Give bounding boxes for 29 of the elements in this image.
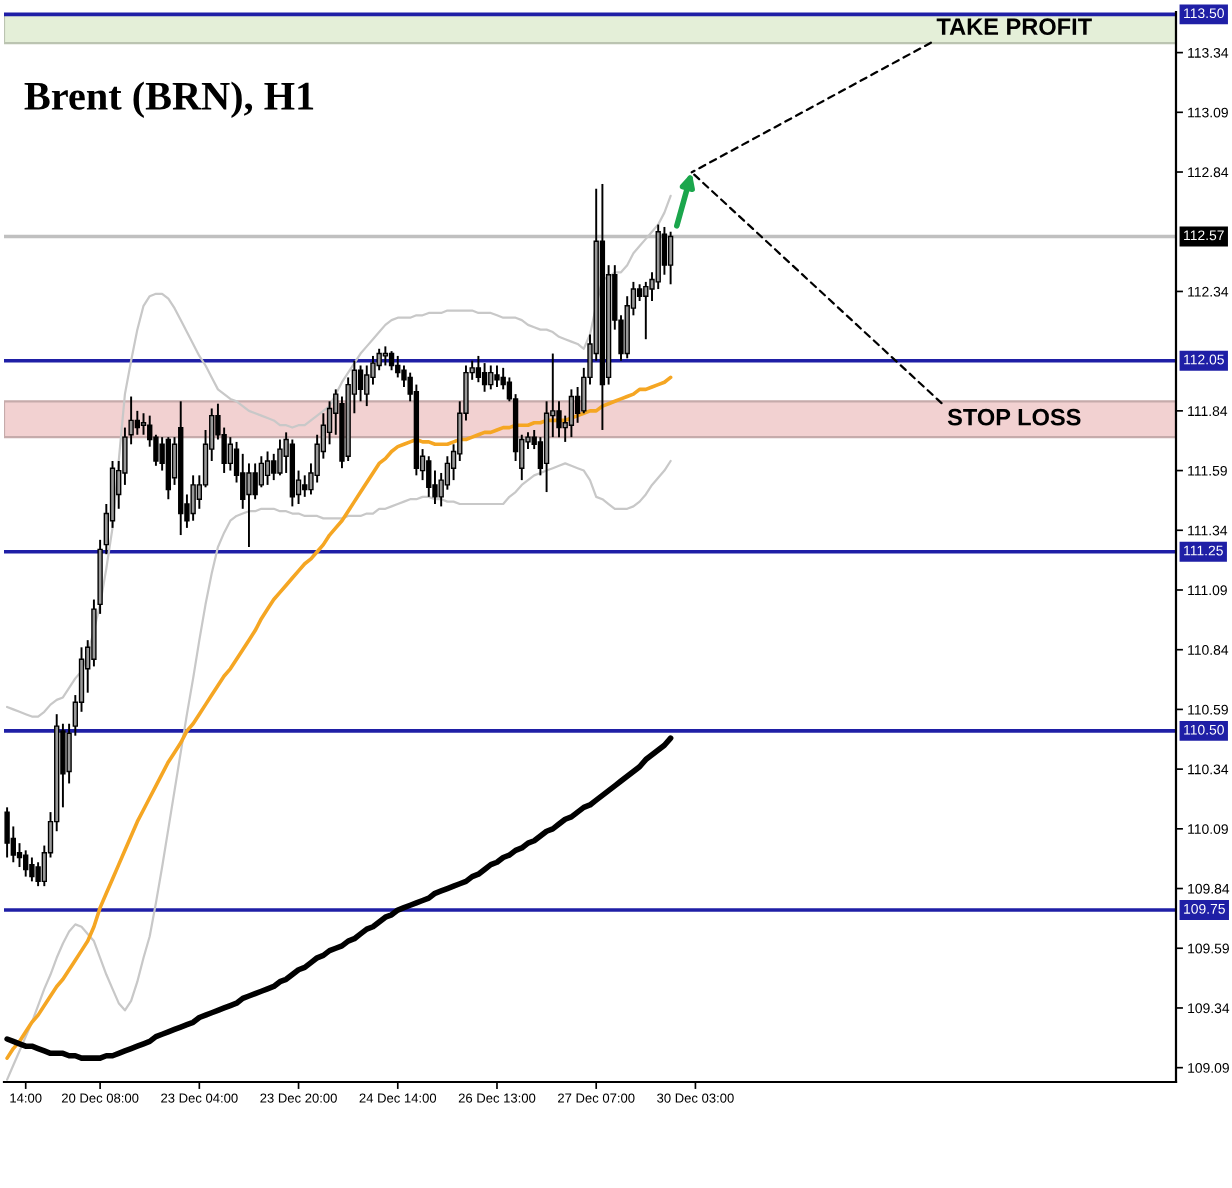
candlestick — [481, 362, 488, 393]
candlestick — [364, 364, 370, 408]
line-series — [4, 735, 674, 1061]
candlestick — [264, 450, 271, 486]
candlestick — [382, 345, 389, 367]
candlestick — [271, 452, 277, 482]
candlestick — [426, 455, 432, 498]
candlestick — [252, 462, 258, 501]
candlestick — [4, 806, 10, 859]
text: Brent (BRN), H1 — [24, 81, 314, 118]
candlestick — [190, 474, 196, 522]
candlestick — [395, 354, 401, 379]
candlestick — [568, 388, 575, 439]
candlestick — [29, 856, 35, 883]
band-label: TAKE PROFIT — [936, 18, 1092, 36]
candlestick — [488, 364, 494, 391]
candlestick — [134, 409, 141, 436]
candlestick — [302, 474, 308, 498]
candlestick — [475, 354, 482, 384]
band-label: STOP LOSS — [947, 408, 1081, 426]
candlestick — [388, 350, 395, 372]
candlestick — [661, 225, 668, 276]
candlestick — [494, 364, 500, 388]
candlestick — [246, 462, 252, 548]
candlestick — [643, 280, 649, 341]
candlestick — [23, 849, 29, 878]
candlestick — [667, 230, 674, 286]
candlestick — [277, 438, 283, 477]
candlestick — [357, 364, 364, 403]
